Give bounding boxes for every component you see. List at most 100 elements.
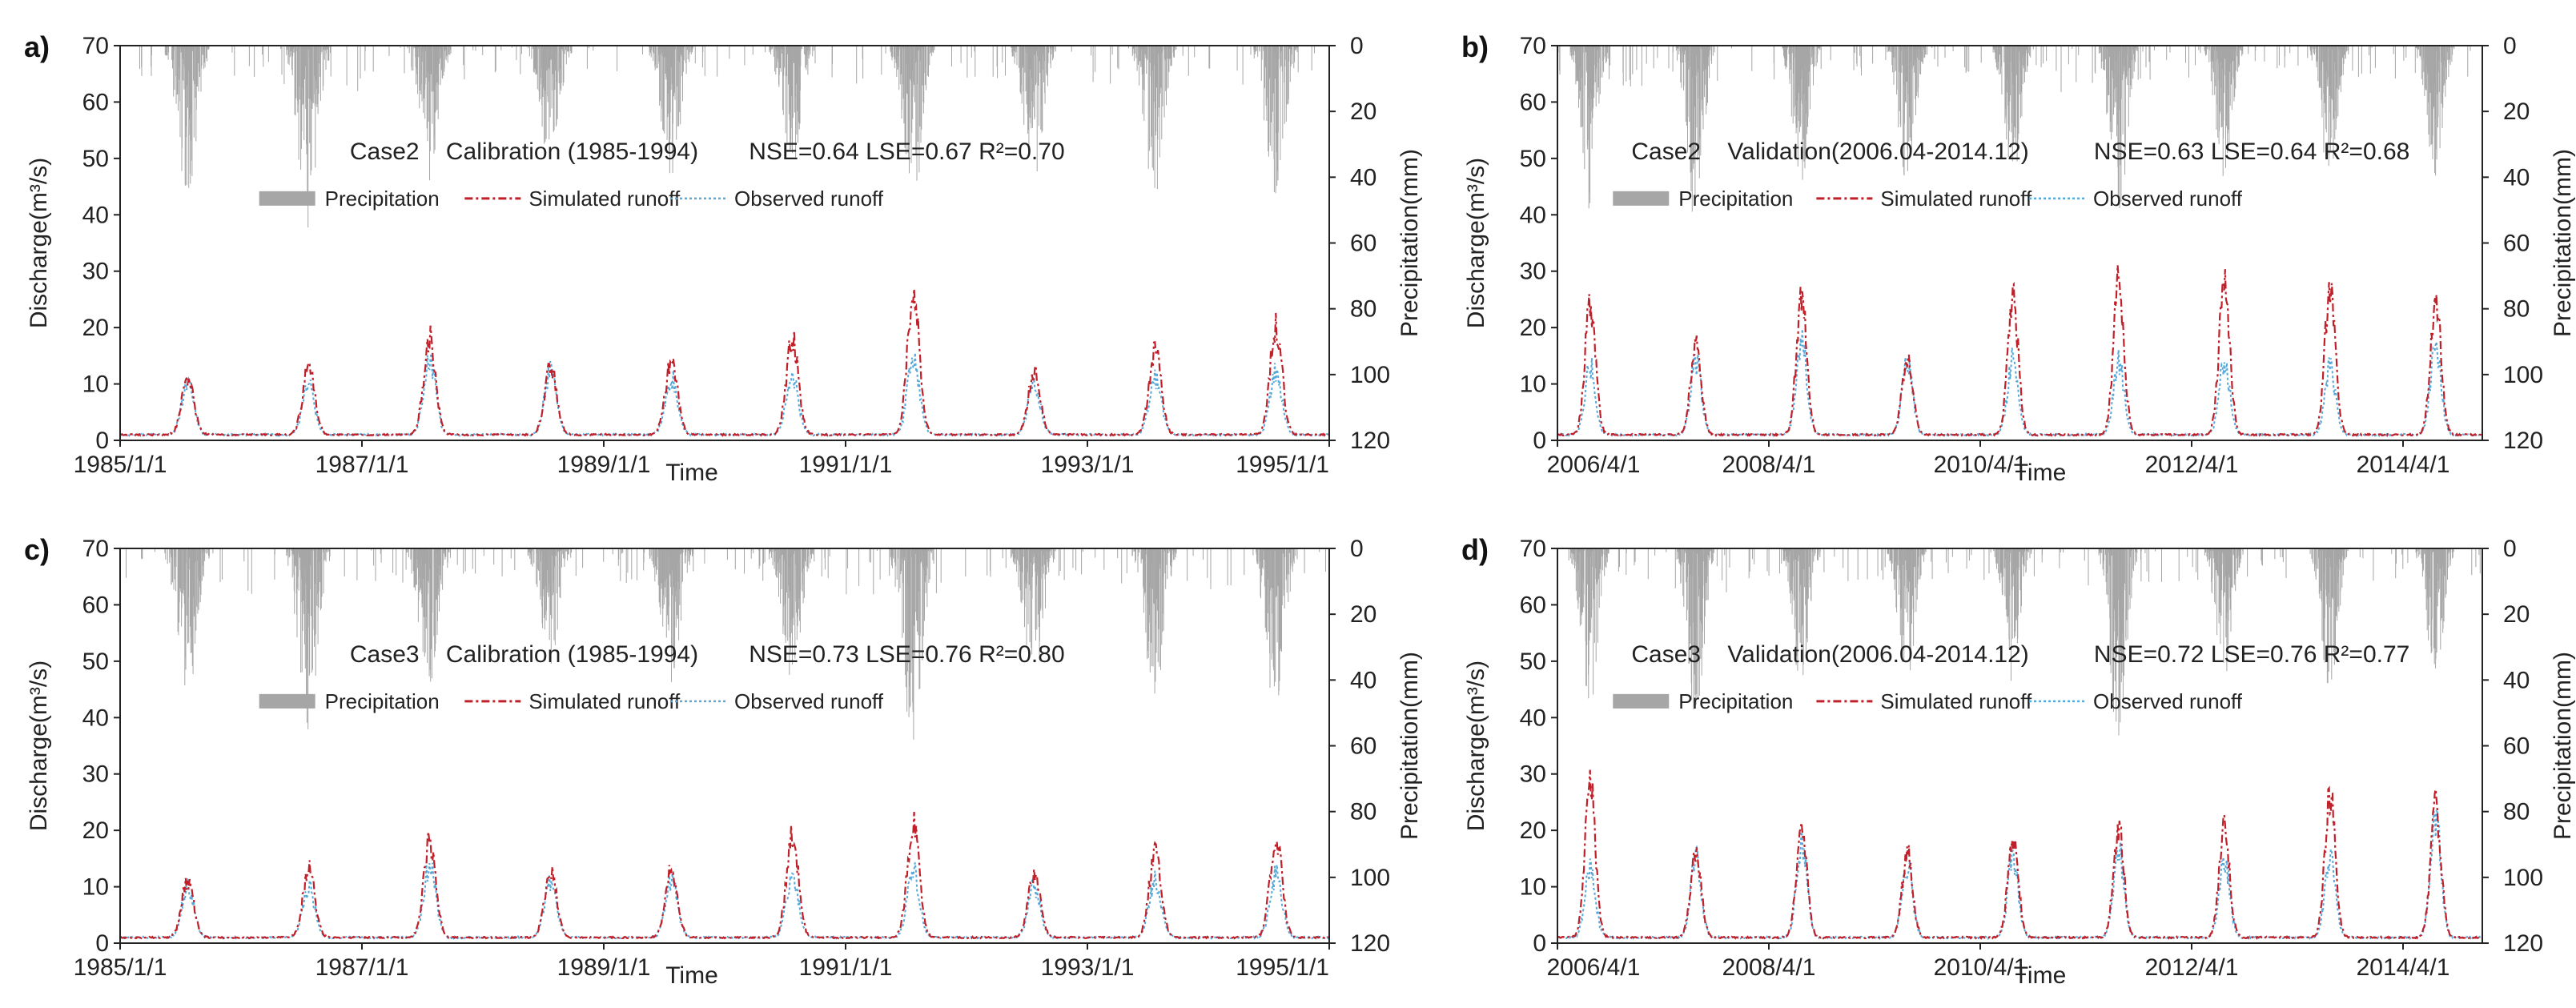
precip-bar	[2342, 46, 2344, 75]
precip-bar	[1807, 46, 1809, 74]
precip-bar	[1036, 548, 1038, 630]
precip-bar	[2438, 548, 2440, 589]
precip-bar	[2445, 46, 2447, 80]
precip-bar	[2023, 548, 2024, 577]
y-axis-label: Discharge(m³/s)	[26, 661, 52, 831]
precip-bar	[291, 548, 292, 551]
observed-runoff-line	[1557, 809, 2483, 941]
precip-bar	[2125, 46, 2127, 79]
precip-bar	[664, 46, 665, 134]
precip-bar	[1284, 548, 1286, 558]
precip-bar	[1814, 548, 1816, 554]
precip-bar	[177, 46, 179, 94]
precip-bar	[1707, 548, 1709, 600]
precip-bar	[324, 46, 325, 60]
precip-bar	[1779, 548, 1780, 574]
precip-bar	[2281, 548, 2283, 557]
precip-bar	[2426, 46, 2428, 115]
precip-bar	[1151, 46, 1152, 137]
precip-bar	[1818, 548, 1819, 555]
precip-bar	[2341, 548, 2343, 588]
precip-bar	[2264, 46, 2265, 62]
precip-bar	[2130, 548, 2131, 557]
precip-bar	[2278, 46, 2280, 66]
precip-bar	[1711, 548, 1713, 564]
precip-bar	[346, 46, 348, 86]
precip-bar	[2120, 548, 2121, 651]
x-tick-label: 2008/4/1	[1722, 954, 1816, 981]
precip-bar	[2106, 46, 2108, 114]
precip-bar	[2114, 548, 2116, 609]
precip-bar	[2000, 548, 2001, 572]
precip-bar	[2210, 46, 2212, 82]
precip-bar	[1050, 548, 1051, 552]
precip-bar	[922, 548, 923, 660]
precip-bar	[173, 548, 175, 590]
precip-bar	[1264, 46, 1266, 68]
period-label: Calibration (1985-1994)	[446, 641, 698, 668]
precip-bar	[832, 46, 833, 65]
precip-bar	[1915, 46, 1917, 50]
precip-bar	[1705, 46, 1706, 70]
precip-bar	[1893, 548, 1895, 580]
precip-bar	[1292, 548, 1294, 559]
precip-bar	[1688, 548, 1690, 665]
precip-bar	[412, 548, 414, 572]
precip-bar	[380, 548, 381, 554]
precip-bar	[1151, 548, 1153, 589]
legend-label-precipitation: Precipitation	[325, 689, 440, 713]
precip-bar	[1799, 548, 1801, 643]
precip-bar	[2438, 46, 2440, 61]
precip-bar	[1207, 548, 1208, 578]
precip-bar	[1171, 46, 1172, 66]
precip-bar	[2209, 548, 2211, 560]
precip-bar	[2197, 548, 2199, 580]
precip-bar	[1921, 46, 1923, 62]
precip-bar	[2187, 548, 2188, 557]
precip-bar	[2452, 548, 2453, 559]
precip-bar	[1636, 46, 1638, 70]
precip-bar	[2437, 46, 2439, 118]
precip-bar	[1055, 548, 1056, 552]
precip-bar	[1071, 46, 1072, 52]
precip-bar	[1269, 548, 1271, 688]
precip-bar	[1005, 548, 1007, 568]
precip-bar	[682, 46, 683, 102]
precip-bar	[1918, 46, 1919, 88]
precip-bar	[1784, 548, 1786, 561]
precip-bar	[1834, 548, 1835, 557]
precip-bar	[2419, 548, 2421, 555]
precip-bar	[219, 548, 221, 582]
precip-bar	[173, 46, 175, 50]
stats-label: NSE=0.63 LSE=0.64 R²=0.68	[2094, 139, 2409, 165]
precip-bar	[1907, 548, 1909, 622]
precip-bar	[1021, 46, 1023, 104]
precip-bar	[195, 548, 197, 631]
precip-bar	[1171, 548, 1173, 563]
y2-axis-label: Precipitation(mm)	[1397, 652, 1423, 840]
precip-bar	[1027, 548, 1029, 624]
precip-bar	[753, 548, 754, 554]
precip-bar	[2117, 548, 2119, 600]
precip-bar	[847, 548, 849, 568]
y2-axis-label: Precipitation(mm)	[2550, 149, 2576, 337]
precip-bar	[291, 548, 293, 578]
precip-bar	[1888, 46, 1889, 52]
precip-bar	[1585, 548, 1587, 686]
precip-bar	[2307, 46, 2309, 58]
precip-bar	[543, 548, 545, 589]
precip-bar	[1602, 548, 1604, 571]
precip-bar	[1699, 46, 1701, 139]
precip-bar	[924, 46, 926, 86]
precip-bar	[2362, 548, 2364, 559]
precip-bar	[1581, 46, 1583, 127]
precip-bar	[1795, 548, 1797, 665]
precip-bar	[2046, 46, 2048, 62]
precip-bar	[539, 548, 541, 581]
precip-bar	[542, 548, 544, 596]
precip-bar	[1812, 46, 1814, 64]
precip-bar	[281, 46, 283, 75]
precip-bar	[2333, 46, 2334, 159]
precip-bar	[2217, 46, 2219, 138]
precip-bar	[192, 548, 194, 674]
